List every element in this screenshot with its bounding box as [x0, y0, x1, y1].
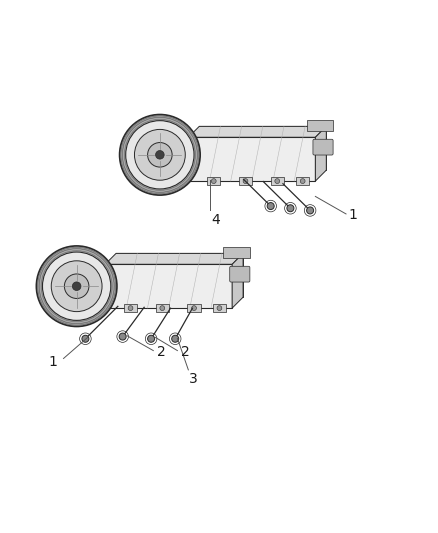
Polygon shape [223, 247, 250, 258]
Circle shape [64, 274, 89, 298]
Circle shape [39, 249, 114, 324]
Circle shape [42, 252, 111, 320]
Text: 1: 1 [348, 208, 357, 222]
Polygon shape [315, 126, 326, 181]
Polygon shape [213, 304, 226, 312]
Circle shape [243, 179, 248, 183]
Polygon shape [199, 126, 326, 170]
Text: 2: 2 [157, 345, 166, 359]
Text: 1: 1 [48, 354, 57, 368]
Circle shape [267, 203, 274, 209]
Polygon shape [105, 264, 232, 308]
Circle shape [275, 179, 279, 183]
Circle shape [128, 306, 133, 311]
Circle shape [121, 116, 199, 194]
Text: 3: 3 [189, 373, 198, 386]
Polygon shape [187, 304, 201, 312]
Circle shape [211, 179, 216, 183]
Polygon shape [116, 253, 243, 297]
Circle shape [287, 205, 294, 212]
Circle shape [160, 306, 165, 311]
Circle shape [127, 122, 193, 188]
Circle shape [217, 306, 222, 311]
Circle shape [307, 207, 314, 214]
Circle shape [192, 306, 196, 311]
Circle shape [36, 246, 117, 327]
Polygon shape [232, 253, 243, 308]
Circle shape [38, 247, 116, 325]
Circle shape [148, 142, 172, 167]
FancyBboxPatch shape [313, 139, 333, 155]
Polygon shape [307, 120, 333, 131]
Polygon shape [207, 177, 220, 185]
Circle shape [43, 253, 110, 320]
Polygon shape [239, 177, 252, 185]
Circle shape [148, 335, 155, 342]
Text: 2: 2 [181, 345, 190, 359]
Circle shape [51, 261, 102, 312]
Circle shape [120, 115, 200, 195]
Circle shape [41, 251, 112, 322]
Circle shape [172, 335, 179, 342]
Circle shape [134, 130, 185, 180]
Circle shape [46, 255, 108, 317]
Circle shape [124, 119, 195, 190]
Polygon shape [155, 304, 169, 312]
Polygon shape [296, 177, 309, 185]
Circle shape [72, 282, 81, 290]
Polygon shape [271, 177, 284, 185]
Polygon shape [105, 253, 243, 264]
Polygon shape [188, 126, 326, 138]
Circle shape [82, 335, 89, 342]
Text: 4: 4 [211, 213, 220, 227]
Circle shape [129, 124, 191, 186]
Polygon shape [124, 304, 137, 312]
Circle shape [122, 117, 198, 192]
Circle shape [155, 150, 164, 159]
Circle shape [300, 179, 305, 183]
Polygon shape [188, 138, 315, 181]
Circle shape [119, 333, 126, 340]
Circle shape [126, 120, 194, 189]
FancyBboxPatch shape [230, 266, 250, 282]
